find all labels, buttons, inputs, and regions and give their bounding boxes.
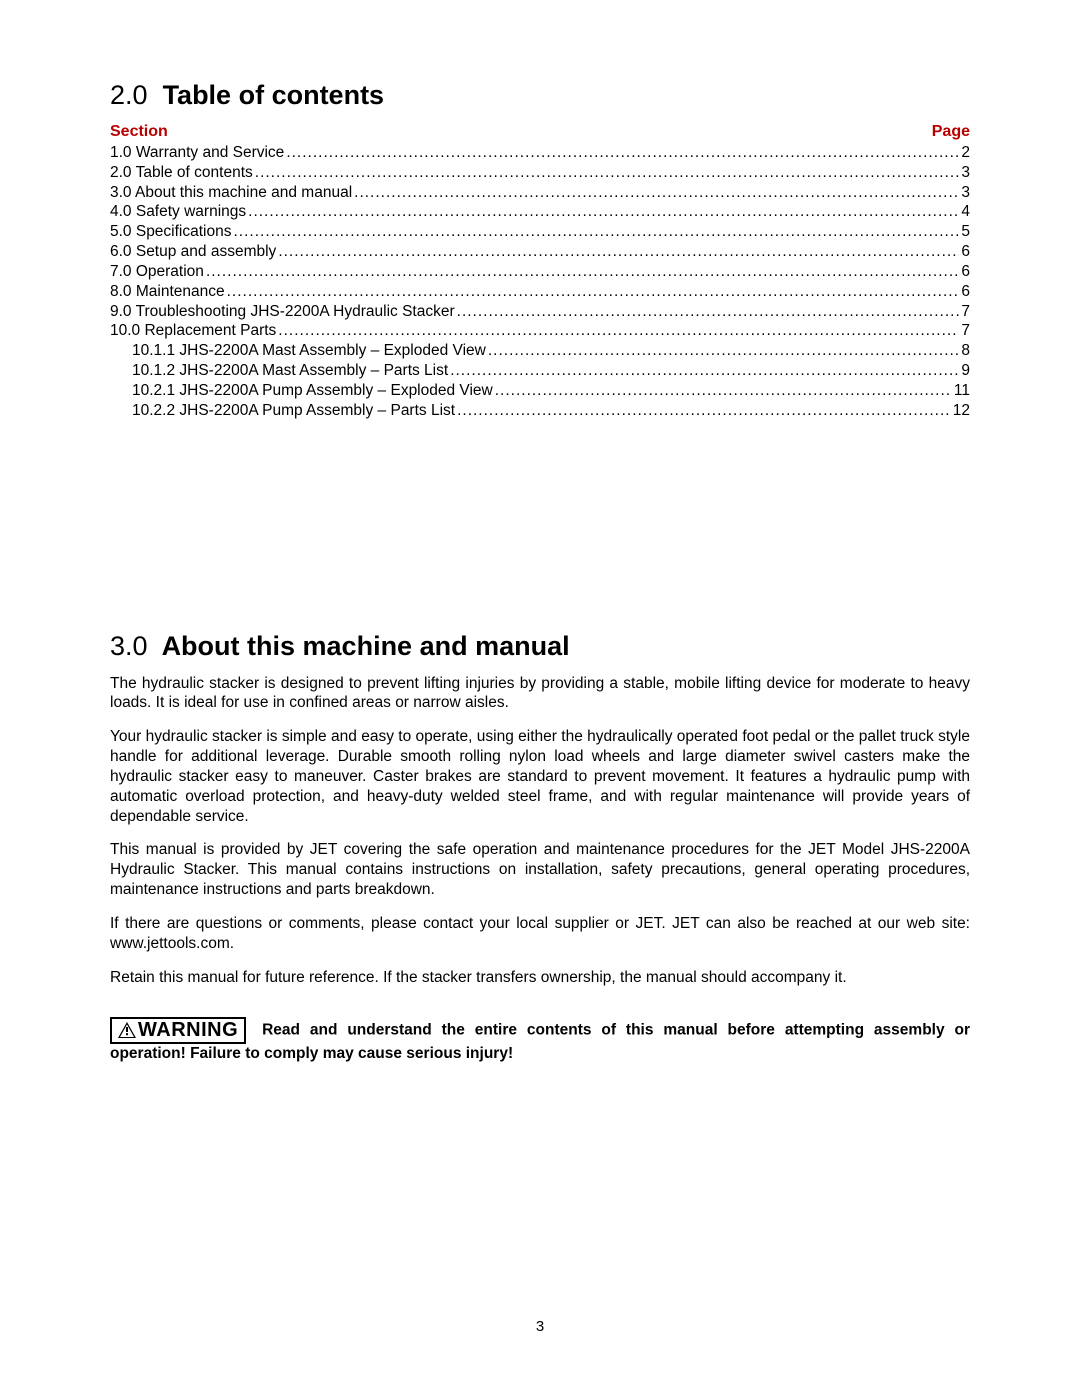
toc-heading: 2.0 Table of contents bbox=[110, 80, 970, 111]
toc-heading-title: Table of contents bbox=[163, 80, 385, 110]
toc-entry: 10.1.1 JHS-2200A Mast Assembly – Explode… bbox=[110, 341, 970, 361]
toc-entry-page: 12 bbox=[951, 401, 970, 421]
toc-entry-label: 7.0 Operation bbox=[110, 262, 204, 282]
about-heading-title: About this machine and manual bbox=[162, 631, 570, 661]
toc-entry-page: 3 bbox=[959, 183, 970, 203]
toc-entry-leader bbox=[276, 242, 959, 262]
toc-entry: 5.0 Specifications 5 bbox=[110, 222, 970, 242]
toc-entry-page: 3 bbox=[959, 163, 970, 183]
toc-entry: 10.1.2 JHS-2200A Mast Assembly – Parts L… bbox=[110, 361, 970, 381]
toc-entry-leader bbox=[448, 361, 959, 381]
page-number: 3 bbox=[0, 1318, 1080, 1335]
about-body: The hydraulic stacker is designed to pre… bbox=[110, 674, 970, 988]
toc-list: 1.0 Warranty and Service22.0 Table of co… bbox=[110, 143, 970, 421]
toc-entry-page: 7 bbox=[959, 321, 970, 341]
body-paragraph: Retain this manual for future reference.… bbox=[110, 968, 970, 988]
toc-entry: 10.2.2 JHS-2200A Pump Assembly – Parts L… bbox=[110, 401, 970, 421]
toc-entry: 2.0 Table of contents 3 bbox=[110, 163, 970, 183]
warning-badge-text: WARNING bbox=[138, 1019, 238, 1041]
toc-column-headers: Section Page bbox=[110, 123, 970, 141]
warning-badge: WARNING bbox=[110, 1017, 246, 1044]
toc-entry: 4.0 Safety warnings 4 bbox=[110, 202, 970, 222]
toc-entry-label: 10.2.1 JHS-2200A Pump Assembly – Explode… bbox=[132, 381, 493, 401]
toc-entry-label: 9.0 Troubleshooting JHS-2200A Hydraulic … bbox=[110, 302, 455, 322]
toc-entry-leader bbox=[284, 143, 959, 163]
toc-entry-leader bbox=[253, 163, 960, 183]
toc-entry-leader bbox=[225, 282, 960, 302]
toc-entry: 3.0 About this machine and manual 3 bbox=[110, 183, 970, 203]
toc-entry-leader bbox=[486, 341, 960, 361]
toc-entry-label: 10.2.2 JHS-2200A Pump Assembly – Parts L… bbox=[132, 401, 455, 421]
toc-entry-leader bbox=[276, 321, 959, 341]
body-paragraph: If there are questions or comments, plea… bbox=[110, 914, 970, 954]
toc-entry: 1.0 Warranty and Service 2 bbox=[110, 143, 970, 163]
warning-icon bbox=[118, 1022, 136, 1038]
toc-entry-label: 3.0 About this machine and manual bbox=[110, 183, 352, 203]
toc-entry-page: 4 bbox=[959, 202, 970, 222]
toc-entry-page: 9 bbox=[959, 361, 970, 381]
body-paragraph: The hydraulic stacker is designed to pre… bbox=[110, 674, 970, 714]
body-paragraph: This manual is provided by JET covering … bbox=[110, 840, 970, 899]
toc-entry-label: 4.0 Safety warnings bbox=[110, 202, 246, 222]
toc-entry-leader bbox=[352, 183, 959, 203]
toc-entry: 9.0 Troubleshooting JHS-2200A Hydraulic … bbox=[110, 302, 970, 322]
toc-entry-page: 5 bbox=[959, 222, 970, 242]
toc-entry-label: 10.1.2 JHS-2200A Mast Assembly – Parts L… bbox=[132, 361, 448, 381]
toc-header-section: Section bbox=[110, 123, 168, 141]
toc-entry-leader bbox=[204, 262, 959, 282]
toc-entry-leader bbox=[455, 401, 951, 421]
toc-entry-label: 6.0 Setup and assembly bbox=[110, 242, 276, 262]
toc-entry-page: 11 bbox=[952, 381, 970, 401]
toc-entry-label: 5.0 Specifications bbox=[110, 222, 232, 242]
toc-entry-leader bbox=[246, 202, 959, 222]
toc-entry-label: 10.0 Replacement Parts bbox=[110, 321, 276, 341]
spacer bbox=[110, 421, 970, 631]
toc-entry-page: 6 bbox=[959, 282, 970, 302]
toc-entry-label: 2.0 Table of contents bbox=[110, 163, 253, 183]
toc-entry-page: 7 bbox=[959, 302, 970, 322]
toc-entry-label: 8.0 Maintenance bbox=[110, 282, 225, 302]
about-heading-number: 3.0 bbox=[110, 631, 148, 661]
toc-entry-leader bbox=[232, 222, 960, 242]
toc-entry: 10.2.1 JHS-2200A Pump Assembly – Explode… bbox=[110, 381, 970, 401]
toc-heading-number: 2.0 bbox=[110, 80, 148, 110]
document-page: 2.0 Table of contents Section Page 1.0 W… bbox=[0, 0, 1080, 1065]
body-paragraph: Your hydraulic stacker is simple and eas… bbox=[110, 727, 970, 826]
toc-entry-page: 8 bbox=[959, 341, 970, 361]
toc-entry-leader bbox=[493, 381, 952, 401]
toc-entry: 8.0 Maintenance 6 bbox=[110, 282, 970, 302]
toc-entry-label: 1.0 Warranty and Service bbox=[110, 143, 284, 163]
toc-entry-page: 6 bbox=[959, 262, 970, 282]
toc-entry-leader bbox=[455, 302, 960, 322]
toc-entry: 10.0 Replacement Parts 7 bbox=[110, 321, 970, 341]
toc-entry-page: 2 bbox=[959, 143, 970, 163]
about-heading: 3.0 About this machine and manual bbox=[110, 631, 970, 662]
toc-entry-page: 6 bbox=[959, 242, 970, 262]
toc-entry: 6.0 Setup and assembly 6 bbox=[110, 242, 970, 262]
warning-block: WARNING Read and understand the entire c… bbox=[110, 1017, 970, 1064]
toc-entry: 7.0 Operation 6 bbox=[110, 262, 970, 282]
toc-header-page: Page bbox=[932, 123, 970, 141]
toc-entry-label: 10.1.1 JHS-2200A Mast Assembly – Explode… bbox=[132, 341, 486, 361]
